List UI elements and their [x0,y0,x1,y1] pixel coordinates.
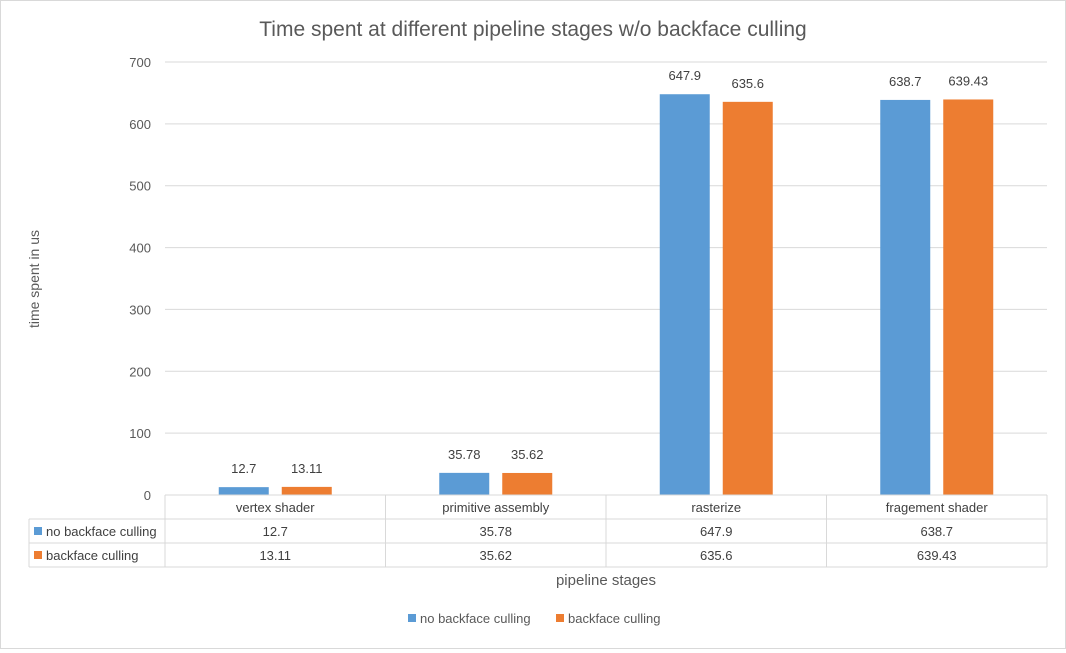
bar [659,94,710,495]
y-axis-ticks: 0 100 200 300 400 500 600 700 [129,55,151,503]
bar [943,99,994,496]
data-label: 35.78 [448,447,481,462]
legend: no backface culling backface culling [408,611,661,626]
y-tick-label: 300 [129,302,151,317]
table-cell: 647.9 [700,524,733,539]
table-series-name: no backface culling [46,524,157,539]
legend-label: no backface culling [420,611,531,626]
gridlines [165,61,1047,496]
category-label: vertex shader [236,500,315,515]
table-cell: 635.6 [700,548,733,563]
data-label: 639.43 [948,73,988,88]
table-legend-key [34,527,42,535]
data-labels: 12.7 35.78 647.9 638.7 13.11 35.62 635.6 639.43 [231,68,988,476]
y-tick-label: 600 [129,117,151,132]
data-label: 638.7 [889,74,922,89]
y-tick-label: 100 [129,426,151,441]
table-series-name: backface culling [46,548,139,563]
category-label: rasterize [691,500,741,515]
table-cell: 35.78 [479,524,512,539]
bar [218,487,269,495]
legend-label: backface culling [568,611,661,626]
data-label: 635.6 [731,76,764,91]
table-cell: 12.7 [263,524,288,539]
data-label: 647.9 [668,68,701,83]
legend-swatch [408,614,416,622]
bar [439,472,490,495]
chart-title: Time spent at different pipeline stages … [259,18,806,41]
bars [218,94,994,496]
table-cell: 639.43 [917,548,957,563]
y-tick-label: 0 [144,488,151,503]
bar [281,486,332,495]
y-axis-label: time spent in us [26,230,42,328]
y-tick-label: 200 [129,364,151,379]
data-label: 35.62 [511,447,544,462]
table-cell: 35.62 [479,548,512,563]
bar [722,101,773,495]
data-label: 12.7 [231,461,256,476]
bar [502,472,553,495]
bar [880,99,931,495]
y-tick-label: 400 [129,241,151,256]
legend-swatch [556,614,564,622]
x-axis-label: pipeline stages [556,572,656,589]
data-table: vertex shader primitive assembly rasterize… [28,494,1048,568]
data-label: 13.11 [291,461,323,476]
table-legend-key [34,551,42,559]
y-tick-label: 700 [129,55,151,70]
table-cell: 13.11 [259,548,291,563]
y-tick-label: 500 [129,179,151,194]
table-cell: 638.7 [920,524,953,539]
category-label: primitive assembly [442,500,549,515]
category-label: fragement shader [886,500,989,515]
